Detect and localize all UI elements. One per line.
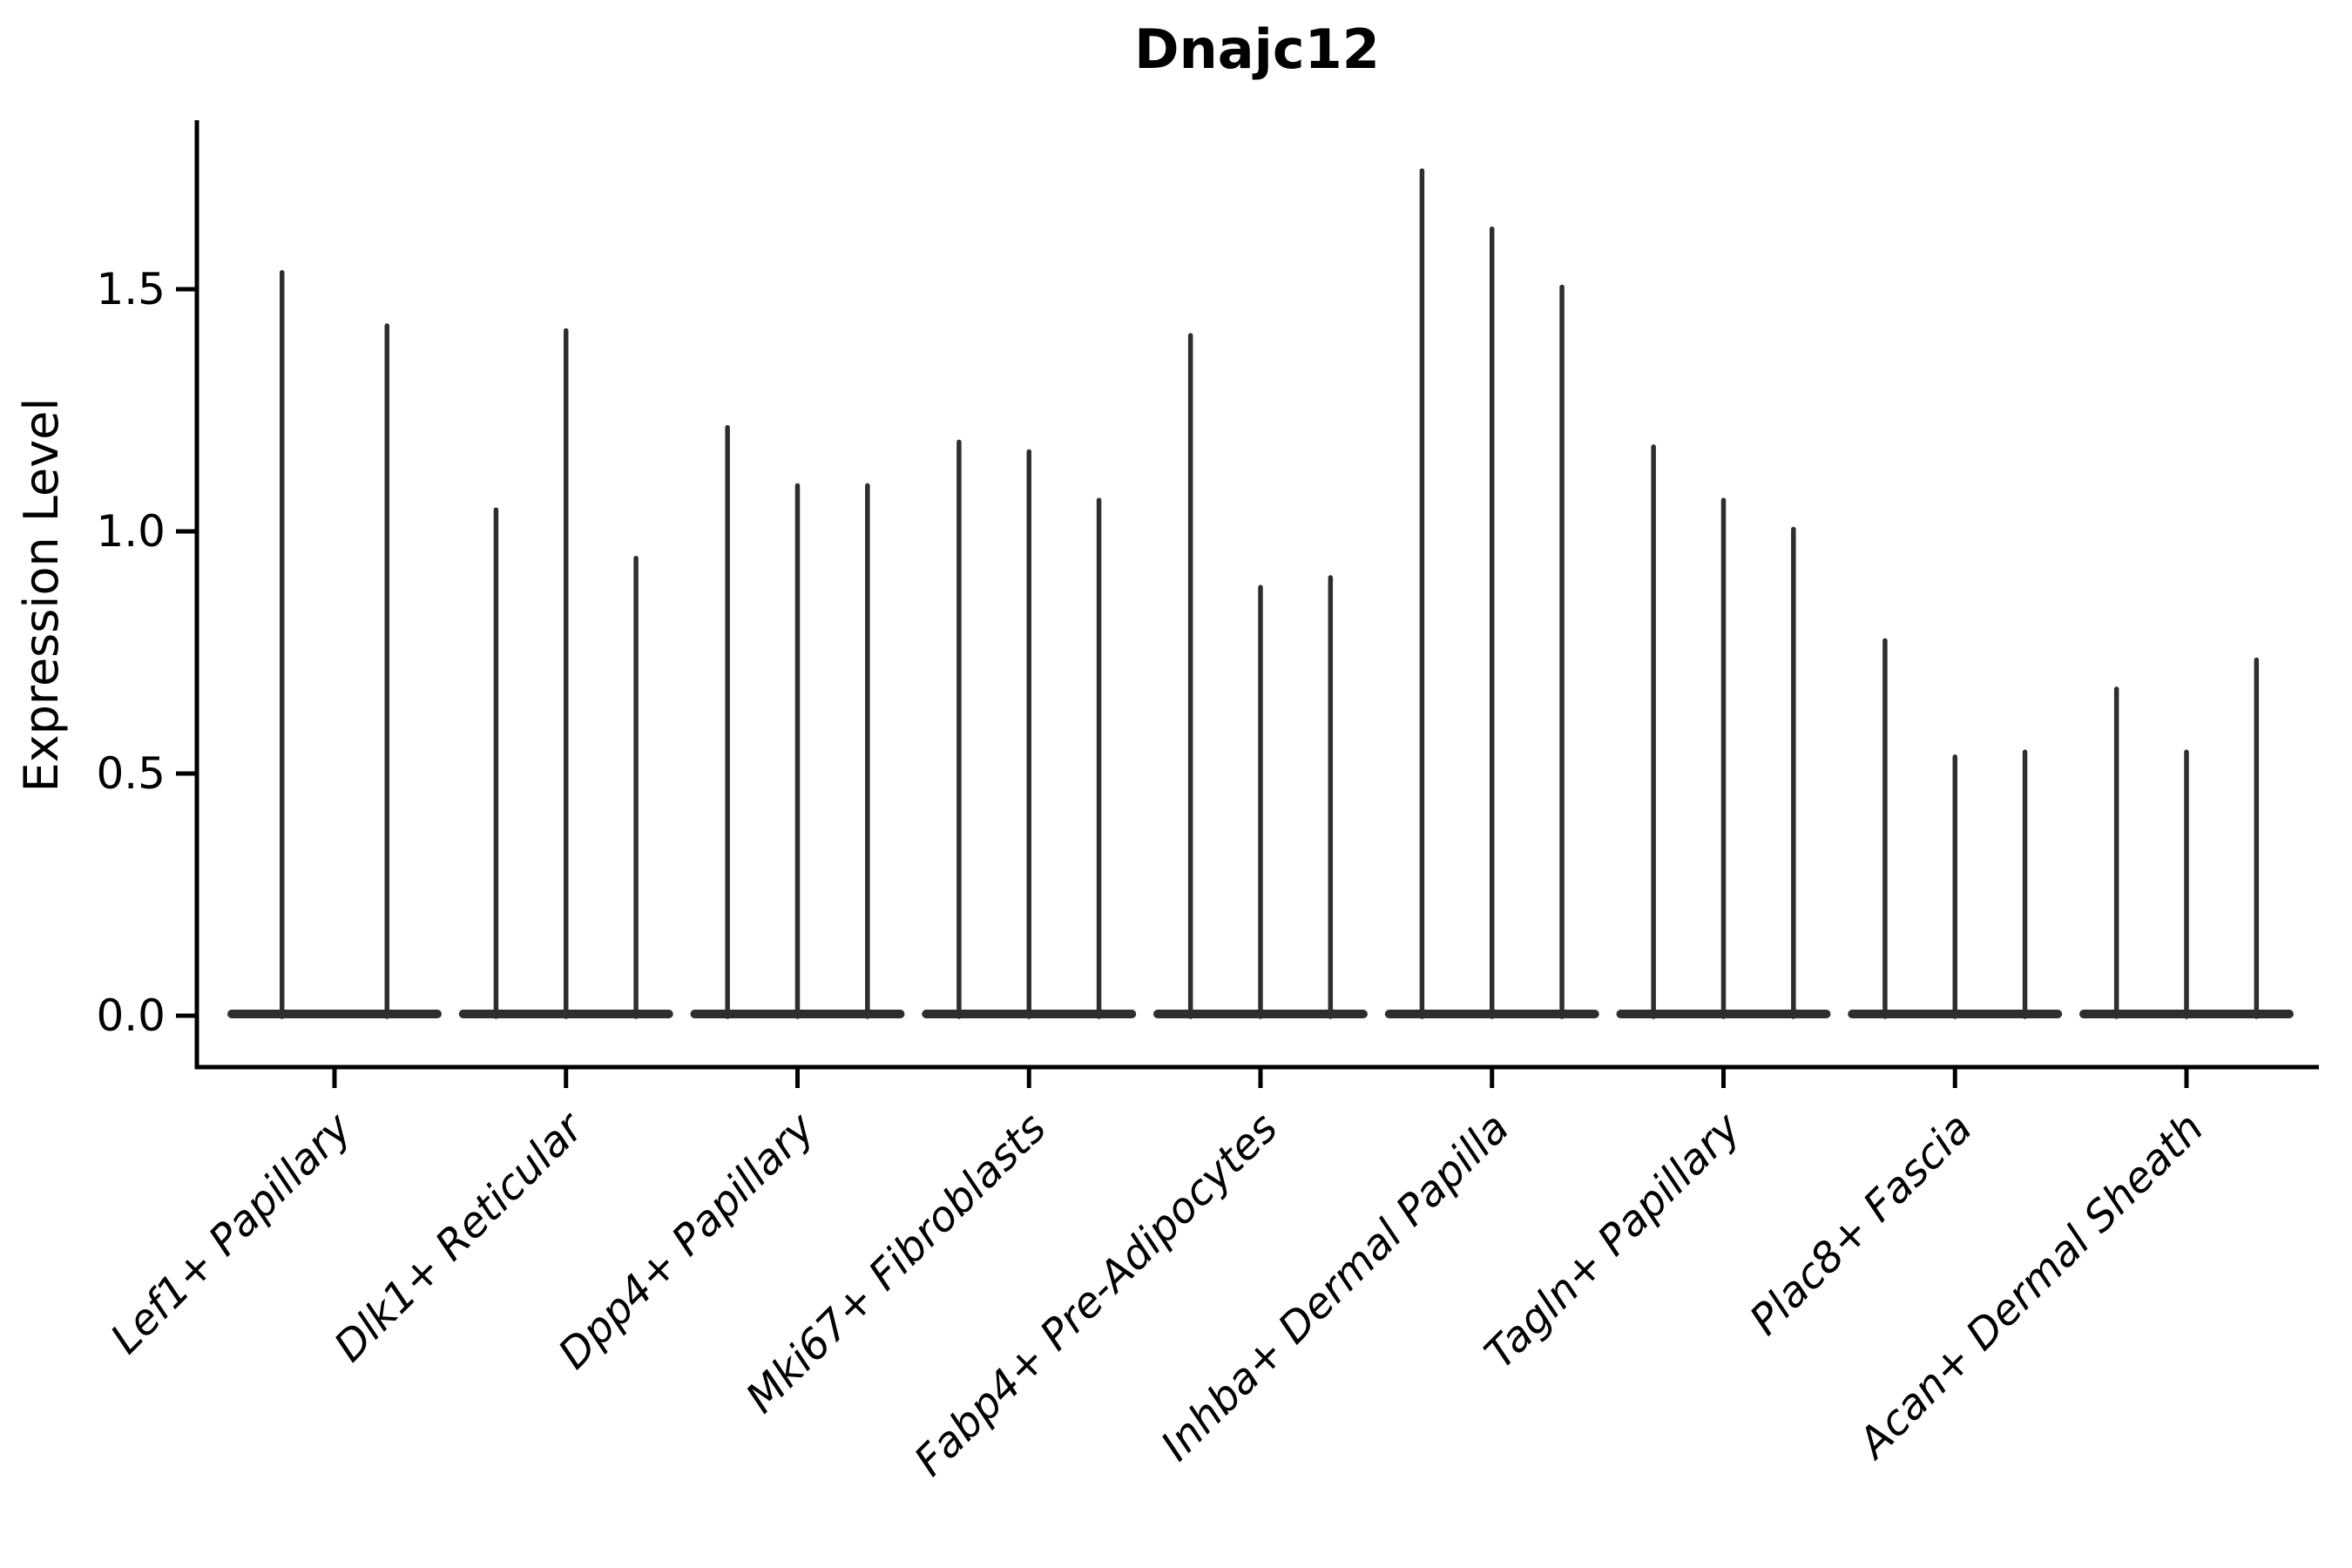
x-tick-label: Lef1+ Papillary bbox=[101, 1103, 362, 1363]
x-tick-label: Tagln+ Papillary bbox=[1476, 1103, 1751, 1378]
y-axis-label: Expression Level bbox=[14, 398, 69, 793]
chart-title: Dnajc12 bbox=[1134, 17, 1380, 81]
x-tick-label: Fabp4+ Pre-Adipocytes bbox=[905, 1104, 1288, 1486]
y-tick-label: 1.0 bbox=[96, 506, 166, 557]
y-tick-label: 0.5 bbox=[96, 748, 166, 799]
y-tick-label: 1.5 bbox=[96, 264, 166, 314]
y-tick-label: 0.0 bbox=[96, 990, 166, 1041]
violin-base bbox=[227, 1010, 442, 1018]
x-tick-label: Plac8+ Fascia bbox=[1740, 1104, 1982, 1345]
x-tick-label: Dlk1+ Reticular bbox=[325, 1102, 595, 1372]
x-tick-label: Dpp4+ Papillary bbox=[549, 1103, 824, 1378]
